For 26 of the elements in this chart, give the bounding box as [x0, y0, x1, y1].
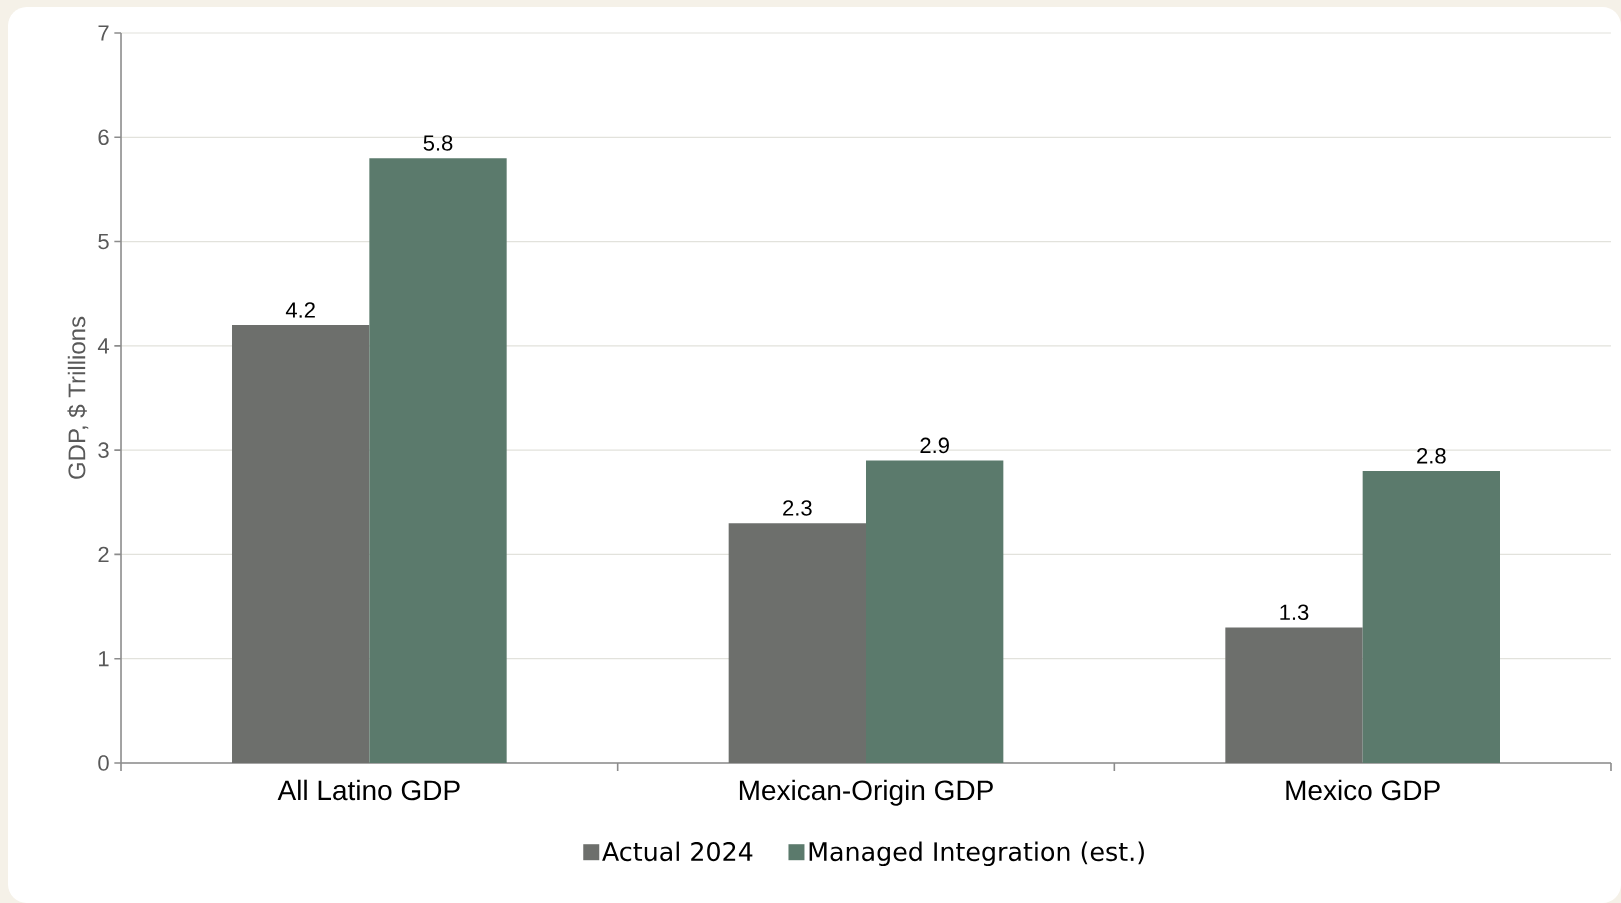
y-tick-label: 2 [98, 546, 109, 563]
bar [232, 324, 370, 763]
data-label: 2.8 [1417, 448, 1446, 464]
data-label: 5.8 [423, 135, 453, 151]
y-tick-label: 3 [98, 442, 109, 458]
y-tick-label: 4 [97, 338, 109, 354]
legend-label: Actual 2024 [602, 841, 753, 862]
bar [866, 460, 1004, 763]
y-tick-label: 1 [99, 651, 109, 667]
data-label: 4.2 [285, 302, 315, 318]
y-tick-label: 0 [98, 755, 109, 771]
data-label: 2.9 [920, 437, 949, 454]
legend-label: Managed Integration (est.) [809, 841, 1144, 867]
y-tick-label: 6 [98, 129, 109, 146]
x-tick-label: Mexican-Origin GDP [739, 779, 993, 806]
x-tick-label: All Latino GDP [277, 779, 460, 801]
bar [728, 523, 866, 763]
data-label: 2.3 [783, 500, 812, 516]
x-tick-label: Mexico GDP [1286, 779, 1440, 801]
bar [1225, 627, 1363, 763]
y-tick-label: 7 [98, 25, 109, 41]
y-axis-title: GDP, $ Trillions [67, 316, 89, 479]
bar [369, 158, 507, 763]
bar [1362, 470, 1500, 763]
data-label: 1.3 [1280, 604, 1309, 621]
y-tick-label: 5 [98, 233, 109, 250]
